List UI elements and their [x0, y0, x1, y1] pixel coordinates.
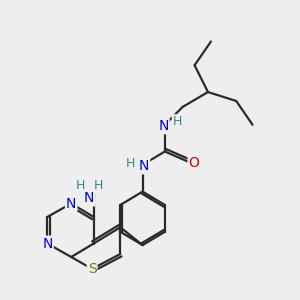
Text: H: H [125, 157, 135, 170]
Text: N: N [42, 237, 52, 250]
Text: S: S [88, 262, 96, 276]
Text: N: N [84, 191, 94, 206]
Text: O: O [189, 156, 200, 170]
Text: H: H [173, 115, 182, 128]
Text: H: H [93, 179, 103, 192]
Text: H: H [76, 179, 85, 192]
Text: N: N [139, 159, 149, 173]
Text: N: N [158, 119, 169, 133]
Text: N: N [66, 196, 76, 211]
